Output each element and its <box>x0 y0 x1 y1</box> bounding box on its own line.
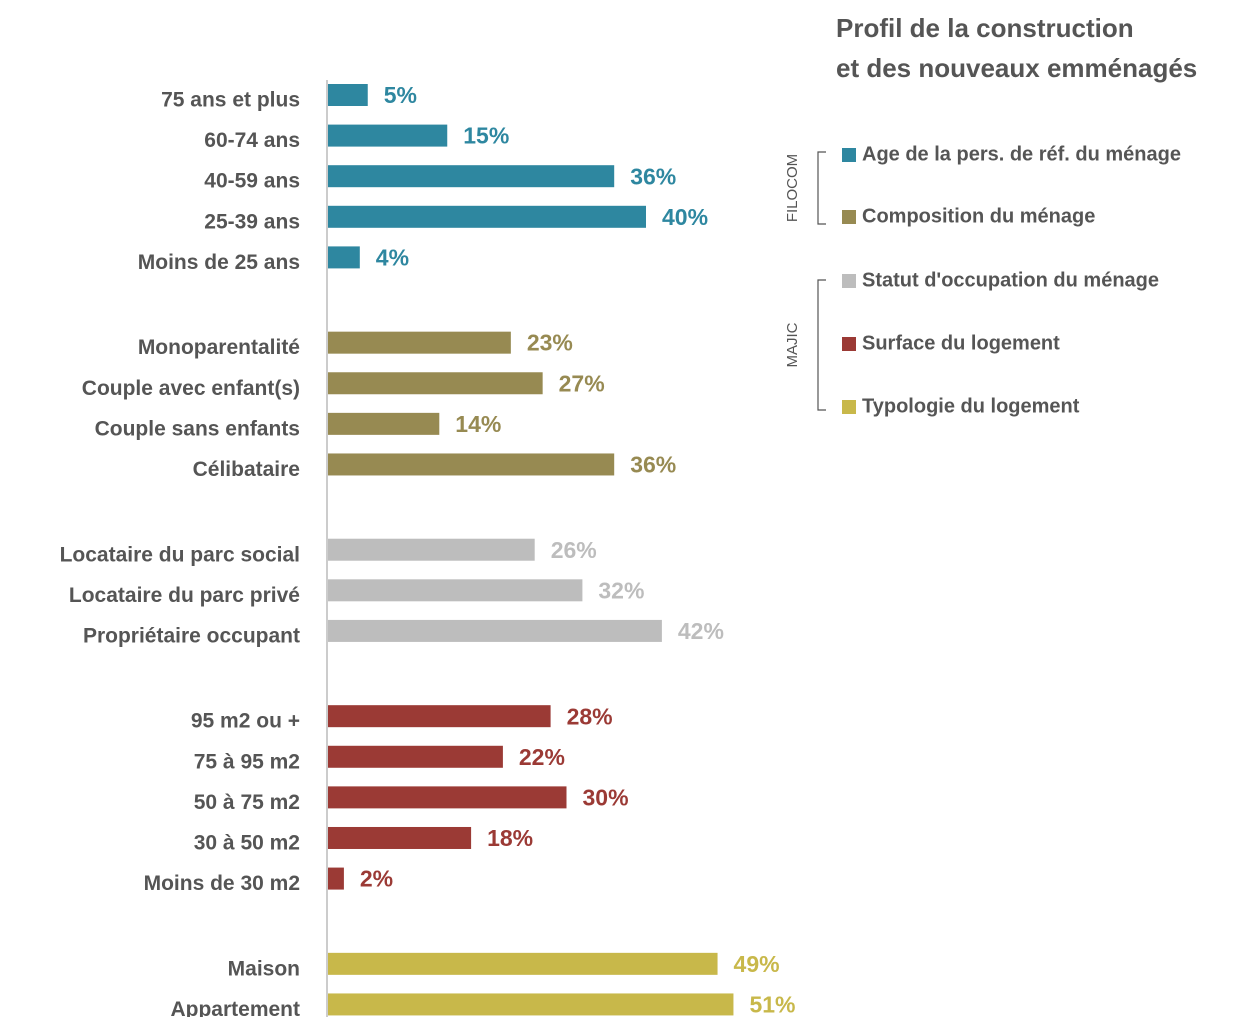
category-label: Propriétaire occupant <box>83 624 300 647</box>
bar <box>328 993 734 1016</box>
value-label: 22% <box>519 744 565 770</box>
value-label: 26% <box>551 537 597 563</box>
bar <box>328 952 718 975</box>
bar <box>328 246 360 269</box>
category-label: 30 à 50 m2 <box>194 832 300 855</box>
value-label: 42% <box>678 618 724 644</box>
category-label: 75 ans et plus <box>161 89 300 112</box>
category-label: Célibataire <box>193 458 300 481</box>
category-label: Maison <box>228 957 300 980</box>
bar <box>328 165 615 188</box>
value-label: 27% <box>559 370 605 396</box>
bar <box>328 372 543 395</box>
bar <box>328 786 567 809</box>
bar <box>328 867 344 890</box>
legend-label: Surface du logement <box>862 332 1060 354</box>
category-label: Moins de 30 m2 <box>144 872 300 895</box>
bar <box>328 331 511 354</box>
category-label: 25-39 ans <box>204 210 300 233</box>
value-label: 4% <box>376 244 409 270</box>
bar <box>328 205 646 228</box>
category-label: Appartement <box>170 998 300 1017</box>
legend-swatch <box>842 210 856 224</box>
bar <box>328 538 535 561</box>
category-label: Couple sans enfants <box>95 417 300 440</box>
bar <box>328 453 615 476</box>
category-label: Locataire du parc social <box>60 543 300 566</box>
category-label: 95 m2 ou + <box>191 710 300 733</box>
chart-title: et des nouveaux emménagés <box>836 53 1197 83</box>
bar <box>328 705 551 728</box>
value-label: 49% <box>734 951 780 977</box>
value-label: 14% <box>455 411 501 437</box>
bar <box>328 412 440 435</box>
bar <box>328 579 583 602</box>
value-label: 18% <box>487 825 533 851</box>
value-label: 15% <box>463 123 509 149</box>
value-label: 36% <box>630 163 676 189</box>
bar <box>328 84 368 106</box>
legend-label: Age de la pers. de réf. du ménage <box>862 143 1181 165</box>
legend-swatch <box>842 274 856 288</box>
bar <box>328 826 472 849</box>
source-bracket <box>817 151 826 225</box>
legend-swatch <box>842 337 856 351</box>
bar <box>328 619 662 642</box>
value-label: 28% <box>567 703 613 729</box>
category-label: 75 à 95 m2 <box>194 750 300 773</box>
legend-label: Typologie du logement <box>862 395 1080 417</box>
value-label: 40% <box>662 204 708 230</box>
legend-label: Composition du ménage <box>862 205 1095 227</box>
value-label: 51% <box>749 992 795 1017</box>
category-label: Monoparentalité <box>138 336 300 359</box>
value-label: 5% <box>384 82 417 108</box>
category-label: Moins de 25 ans <box>138 251 300 274</box>
legend-swatch <box>842 148 856 162</box>
category-label: Couple avec enfant(s) <box>82 377 300 400</box>
category-label: Locataire du parc privé <box>69 584 300 607</box>
value-label: 2% <box>360 866 393 892</box>
bar <box>328 745 503 768</box>
value-label: 23% <box>527 330 573 356</box>
chart-title: Profil de la construction <box>836 13 1134 43</box>
legend-label: Statut d'occupation du ménage <box>862 269 1159 291</box>
category-label: 50 à 75 m2 <box>194 791 300 814</box>
category-label: 60-74 ans <box>204 129 300 152</box>
value-label: 36% <box>630 452 676 478</box>
source-label: MAJIC <box>784 322 801 367</box>
value-label: 32% <box>598 577 644 603</box>
value-label: 30% <box>583 784 629 810</box>
bar <box>328 124 448 147</box>
source-label: FILOCOM <box>784 154 801 222</box>
legend-swatch <box>842 400 856 414</box>
category-label: 40-59 ans <box>204 170 300 193</box>
source-bracket <box>817 279 826 411</box>
